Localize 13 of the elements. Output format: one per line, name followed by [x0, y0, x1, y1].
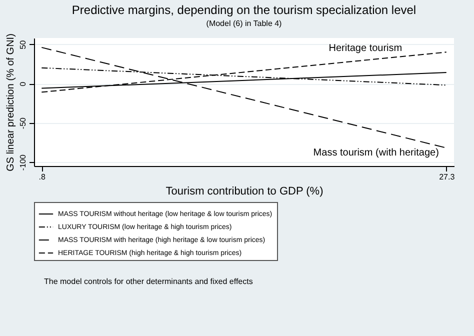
annotation: Mass tourism (with heritage) — [313, 148, 439, 159]
x-tick-label: 27.3 — [439, 172, 456, 182]
annotation: Heritage tourism — [328, 42, 402, 54]
chart-subtitle: (Model (6) in Table 4) — [206, 19, 282, 28]
y-tick-label: 50 — [18, 40, 28, 50]
x-axis-title: Tourism contribution to GDP (%) — [166, 186, 324, 198]
y-tick-label: -50 — [18, 116, 28, 130]
y-axis-title: GS linear prediction (% of GNI) — [6, 34, 16, 172]
y-tick-label: 0 — [18, 81, 28, 86]
chart-title: Predictive margins, depending on the tourism specialization level — [72, 3, 416, 18]
text: The model controls for other determinants and fixed effects — [43, 277, 254, 286]
x-tick-label: .8 — [38, 172, 46, 182]
y-tick-label: -100 — [18, 154, 28, 171]
